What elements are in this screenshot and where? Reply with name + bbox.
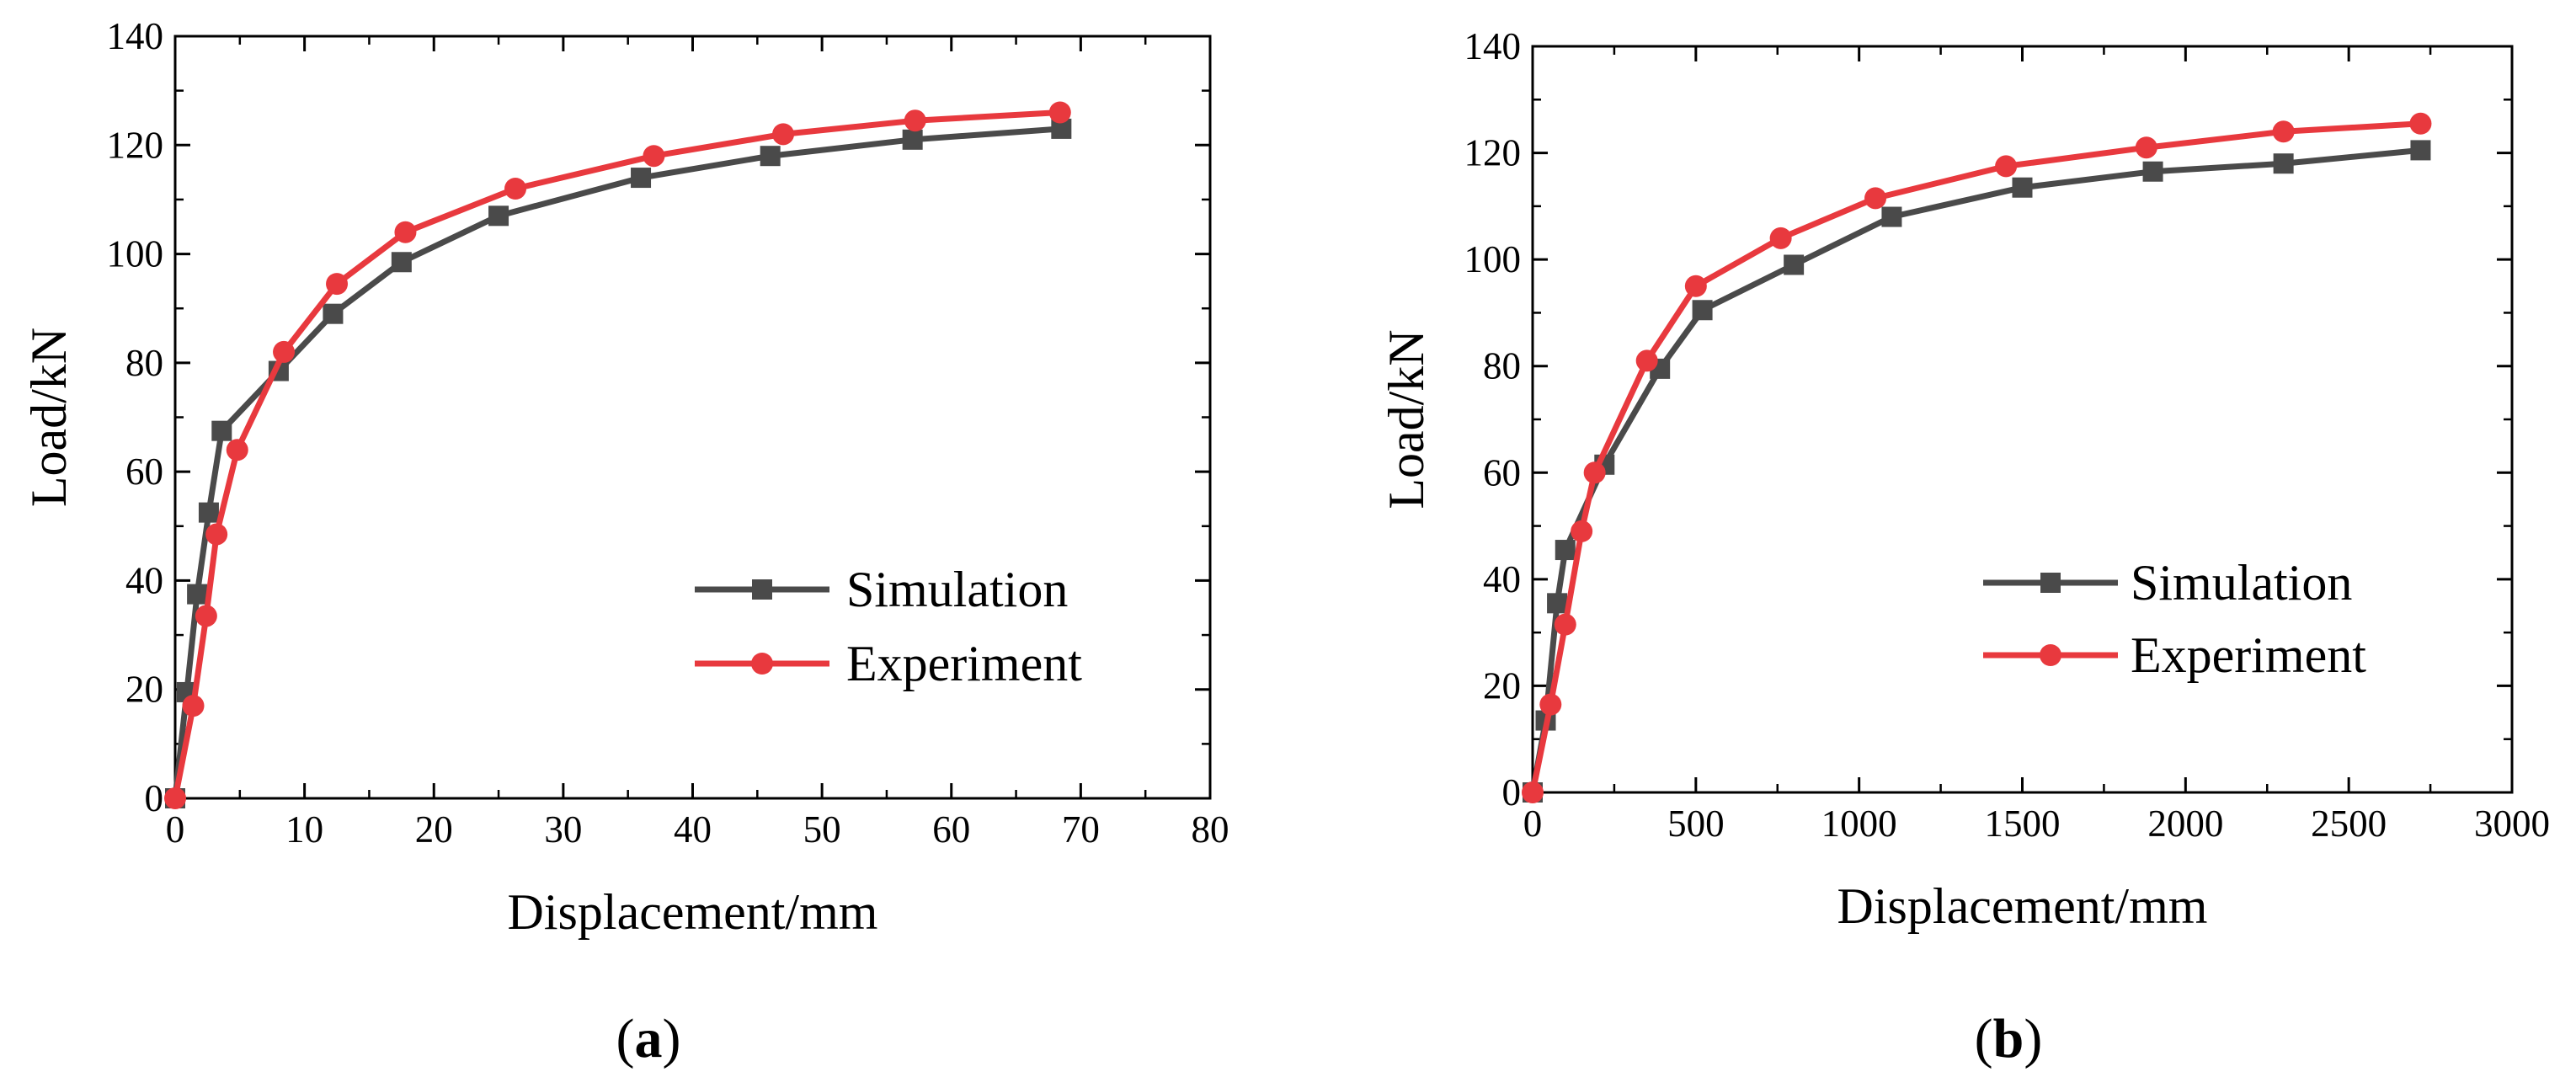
- chart-a-y-tick-label: 120: [107, 124, 164, 166]
- chart-a-x-tick-label: 70: [1062, 808, 1100, 851]
- chart-a: 0 10 20 30 40 50 60 70 80 0 20 40 60 80 100 120 140 Displ…: [21, 15, 1229, 1069]
- chart-b-experiment-point: [1583, 461, 1606, 484]
- chart-b-simulation-point: [2273, 153, 2294, 174]
- chart-b-experiment-line: [1529, 120, 2421, 793]
- chart-a-y-tick-label: 60: [125, 451, 163, 493]
- chart-b-experiment-point: [2272, 120, 2295, 143]
- chart-b-x-tick-label: 500: [1667, 803, 1725, 845]
- chart-a-y-axis-title: Load/kN: [21, 328, 77, 507]
- chart-b-legend: Simulation Experiment: [1983, 555, 2366, 683]
- chart-b-experiment-point: [1635, 349, 1658, 372]
- chart-a-legend: Simulation Experiment: [695, 562, 1082, 691]
- chart-a-experiment-point: [326, 273, 349, 296]
- chart-b-x-tick-label: 3000: [2474, 803, 2550, 845]
- chart-a-y-tick-label: 80: [125, 342, 163, 384]
- chart-b-y-tick-label: 140: [1464, 25, 1522, 67]
- chart-a-simulation-point: [198, 502, 219, 523]
- chart-a-experiment-point: [394, 221, 417, 243]
- chart-a-simulation-point: [323, 303, 344, 324]
- chart-a-legend-simulation-marker: [752, 579, 772, 600]
- chart-b-y-axis-title: Load/kN: [1379, 329, 1434, 509]
- chart-a-experiment-point: [772, 123, 795, 146]
- chart-b-simulation-point: [1692, 300, 1713, 321]
- chart-a-simulation-point: [631, 168, 652, 189]
- chart-a-simulation-point: [488, 205, 509, 227]
- chart-b-simulation-point: [2012, 177, 2033, 198]
- chart-a-experiment-point: [1048, 101, 1071, 124]
- chart-a-x-tick-label: 0: [166, 808, 185, 851]
- chart-a-y-tick-label: 100: [107, 233, 164, 275]
- chart-a-legend-simulation-label: Simulation: [846, 562, 1068, 617]
- chart-a-experiment-point: [273, 340, 296, 363]
- chart-a-experiment-point: [904, 109, 926, 132]
- chart-a-experiment-point: [195, 605, 217, 627]
- chart-a-experiment-point: [164, 787, 186, 809]
- chart-a-y-tick-label: 40: [125, 559, 163, 601]
- chart-a-simulation-point: [391, 252, 412, 273]
- chart-b-simulation-line: [1529, 147, 2421, 793]
- chart-a-experiment-line: [172, 109, 1060, 799]
- chart-a-experiment-point: [643, 145, 665, 168]
- chart-b-x-tick-label: 2500: [2311, 803, 2387, 845]
- panel-label-b: (b): [1975, 1008, 2043, 1069]
- chart-a-simulation-point: [760, 146, 781, 167]
- chart-a-x-axis-title: Displacement/mm: [508, 884, 878, 940]
- panel-label-a: (a): [616, 1008, 681, 1069]
- chart-b-x-tick-label: 1500: [1985, 803, 2061, 845]
- chart-b-legend-experiment-marker: [2040, 644, 2061, 666]
- chart-a-experiment-point: [504, 178, 527, 200]
- chart-b-simulation-point: [1547, 593, 1568, 614]
- chart-a-x-tick-label: 30: [544, 808, 582, 851]
- chart-b-experiment-point: [1769, 227, 1792, 249]
- chart-b-legend-simulation-label: Simulation: [2131, 555, 2352, 611]
- chart-a-experiment-point: [226, 439, 248, 461]
- chart-b-experiment-point: [1539, 693, 1562, 716]
- chart-a-legend-experiment-marker: [751, 653, 773, 675]
- chart-a-x-tick-label: 50: [803, 808, 841, 851]
- chart-b: 0 500 1000 1500 2000 2500 3000 0 20 40 60 80 100 120 1…: [1379, 25, 2550, 1069]
- chart-b-experiment-point: [1554, 613, 1576, 636]
- chart-a-experiment-point: [182, 695, 205, 717]
- chart-a-simulation-point: [187, 584, 208, 605]
- chart-a-legend-experiment-label: Experiment: [846, 636, 1082, 691]
- chart-b-experiment-point: [1522, 781, 1544, 803]
- chart-a-x-tick-label: 40: [674, 808, 712, 851]
- chart-b-y-tick-label: 60: [1483, 451, 1521, 493]
- chart-b-x-tick-label: 0: [1523, 803, 1543, 845]
- chart-b-experiment-point: [1995, 155, 2018, 178]
- chart-b-simulation-point: [2142, 161, 2163, 182]
- chart-b-experiment-point: [1684, 275, 1707, 297]
- chart-b-y-tick-label: 40: [1483, 558, 1521, 600]
- chart-a-y-tick-label: 20: [125, 669, 163, 711]
- chart-b-y-tick-label: 0: [1502, 771, 1522, 813]
- chart-b-simulation-point: [1881, 206, 1902, 227]
- chart-b-legend-simulation-marker: [2040, 573, 2061, 593]
- chart-a-x-tick-label: 20: [415, 808, 453, 851]
- chart-b-experiment-point: [1571, 520, 1593, 542]
- chart-b-simulation-point: [1555, 540, 1576, 561]
- chart-a-simulation-point: [902, 129, 923, 150]
- chart-b-x-tick-label: 2000: [2147, 803, 2223, 845]
- chart-a-experiment-point: [205, 523, 228, 546]
- chart-b-experiment-point: [1864, 187, 1887, 210]
- chart-a-x-tick-label: 10: [285, 808, 323, 851]
- chart-a-x-tick-label: 60: [932, 808, 970, 851]
- chart-b-y-tick-label: 80: [1483, 345, 1521, 387]
- chart-a-y-tick-label: 140: [107, 15, 164, 57]
- chart-a-simulation-point: [211, 420, 232, 441]
- chart-b-experiment-point: [2135, 136, 2157, 159]
- chart-b-simulation-point: [2410, 140, 2431, 161]
- chart-b-y-tick-label: 120: [1464, 132, 1522, 174]
- chart-b-x-axis-title: Displacement/mm: [1837, 878, 2208, 934]
- chart-b-y-tick-label: 100: [1464, 238, 1522, 280]
- chart-b-simulation-point: [1784, 254, 1805, 275]
- chart-a-y-tick-label: 0: [145, 777, 164, 819]
- chart-b-y-tick-label: 20: [1483, 664, 1521, 707]
- chart-b-legend-experiment-label: Experiment: [2131, 627, 2366, 683]
- chart-b-x-tick-label: 1000: [1821, 803, 1897, 845]
- chart-b-experiment-point: [2409, 112, 2432, 135]
- chart-a-x-tick-label: 80: [1192, 808, 1229, 851]
- chart-a-simulation-line: [172, 125, 1062, 799]
